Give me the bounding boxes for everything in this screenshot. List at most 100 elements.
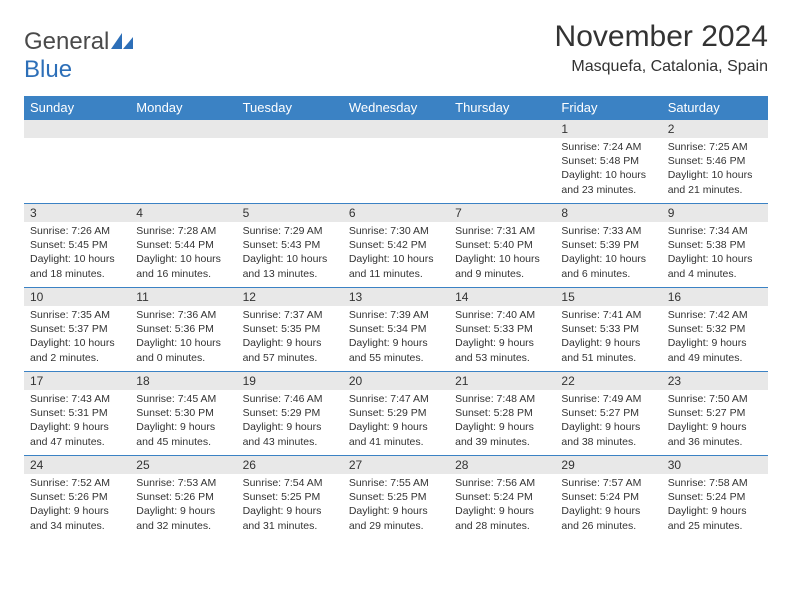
calendar-row: 17Sunrise: 7:43 AMSunset: 5:31 PMDayligh… [24, 372, 768, 456]
day-number-empty [343, 120, 449, 138]
sunrise-text: Sunrise: 7:40 AM [455, 308, 549, 322]
weekday-header: Tuesday [237, 96, 343, 120]
sunrise-text: Sunrise: 7:58 AM [668, 476, 762, 490]
daylight-text: Daylight: 10 hours and 23 minutes. [561, 168, 655, 196]
day-number: 20 [343, 372, 449, 390]
sunset-text: Sunset: 5:27 PM [668, 406, 762, 420]
day-number: 9 [662, 204, 768, 222]
day-number: 2 [662, 120, 768, 138]
sunset-text: Sunset: 5:24 PM [561, 490, 655, 504]
day-number-empty [237, 120, 343, 138]
daylight-text: Daylight: 9 hours and 57 minutes. [243, 336, 337, 364]
weekday-header-row: Sunday Monday Tuesday Wednesday Thursday… [24, 96, 768, 120]
day-content: Sunrise: 7:56 AMSunset: 5:24 PMDaylight:… [449, 474, 555, 537]
calendar-cell: 15Sunrise: 7:41 AMSunset: 5:33 PMDayligh… [555, 288, 661, 372]
sunrise-text: Sunrise: 7:39 AM [349, 308, 443, 322]
sunrise-text: Sunrise: 7:35 AM [30, 308, 124, 322]
sunrise-text: Sunrise: 7:26 AM [30, 224, 124, 238]
weekday-header: Thursday [449, 96, 555, 120]
calendar-cell: 9Sunrise: 7:34 AMSunset: 5:38 PMDaylight… [662, 204, 768, 288]
sunset-text: Sunset: 5:24 PM [455, 490, 549, 504]
sunset-text: Sunset: 5:25 PM [349, 490, 443, 504]
day-content: Sunrise: 7:46 AMSunset: 5:29 PMDaylight:… [237, 390, 343, 453]
sunrise-text: Sunrise: 7:25 AM [668, 140, 762, 154]
calendar-row: 10Sunrise: 7:35 AMSunset: 5:37 PMDayligh… [24, 288, 768, 372]
daylight-text: Daylight: 10 hours and 11 minutes. [349, 252, 443, 280]
sunrise-text: Sunrise: 7:28 AM [136, 224, 230, 238]
day-content: Sunrise: 7:58 AMSunset: 5:24 PMDaylight:… [662, 474, 768, 537]
sunrise-text: Sunrise: 7:37 AM [243, 308, 337, 322]
daylight-text: Daylight: 9 hours and 41 minutes. [349, 420, 443, 448]
daylight-text: Daylight: 9 hours and 51 minutes. [561, 336, 655, 364]
calendar-cell: 26Sunrise: 7:54 AMSunset: 5:25 PMDayligh… [237, 456, 343, 540]
calendar-cell: 27Sunrise: 7:55 AMSunset: 5:25 PMDayligh… [343, 456, 449, 540]
sunset-text: Sunset: 5:39 PM [561, 238, 655, 252]
day-content: Sunrise: 7:24 AMSunset: 5:48 PMDaylight:… [555, 138, 661, 201]
sunset-text: Sunset: 5:33 PM [455, 322, 549, 336]
daylight-text: Daylight: 9 hours and 43 minutes. [243, 420, 337, 448]
calendar-cell: 21Sunrise: 7:48 AMSunset: 5:28 PMDayligh… [449, 372, 555, 456]
daylight-text: Daylight: 10 hours and 2 minutes. [30, 336, 124, 364]
day-number: 17 [24, 372, 130, 390]
logo-sail-icon [111, 28, 133, 56]
calendar-cell: 13Sunrise: 7:39 AMSunset: 5:34 PMDayligh… [343, 288, 449, 372]
sunset-text: Sunset: 5:24 PM [668, 490, 762, 504]
calendar-cell: 28Sunrise: 7:56 AMSunset: 5:24 PMDayligh… [449, 456, 555, 540]
calendar-cell: 10Sunrise: 7:35 AMSunset: 5:37 PMDayligh… [24, 288, 130, 372]
calendar-body: 1Sunrise: 7:24 AMSunset: 5:48 PMDaylight… [24, 120, 768, 540]
daylight-text: Daylight: 10 hours and 21 minutes. [668, 168, 762, 196]
day-number: 27 [343, 456, 449, 474]
sunset-text: Sunset: 5:34 PM [349, 322, 443, 336]
calendar-cell: 22Sunrise: 7:49 AMSunset: 5:27 PMDayligh… [555, 372, 661, 456]
sunset-text: Sunset: 5:26 PM [136, 490, 230, 504]
calendar-page: GeneralBlue November 2024 Masquefa, Cata… [0, 0, 792, 540]
day-number: 5 [237, 204, 343, 222]
sunrise-text: Sunrise: 7:31 AM [455, 224, 549, 238]
calendar-cell: 17Sunrise: 7:43 AMSunset: 5:31 PMDayligh… [24, 372, 130, 456]
weekday-header: Saturday [662, 96, 768, 120]
sunrise-text: Sunrise: 7:45 AM [136, 392, 230, 406]
day-number: 7 [449, 204, 555, 222]
sunset-text: Sunset: 5:30 PM [136, 406, 230, 420]
sunrise-text: Sunrise: 7:57 AM [561, 476, 655, 490]
sunrise-text: Sunrise: 7:53 AM [136, 476, 230, 490]
calendar-cell: 25Sunrise: 7:53 AMSunset: 5:26 PMDayligh… [130, 456, 236, 540]
day-number: 16 [662, 288, 768, 306]
day-content: Sunrise: 7:31 AMSunset: 5:40 PMDaylight:… [449, 222, 555, 285]
sunrise-text: Sunrise: 7:34 AM [668, 224, 762, 238]
calendar-cell: 19Sunrise: 7:46 AMSunset: 5:29 PMDayligh… [237, 372, 343, 456]
daylight-text: Daylight: 10 hours and 4 minutes. [668, 252, 762, 280]
day-content: Sunrise: 7:33 AMSunset: 5:39 PMDaylight:… [555, 222, 661, 285]
sunset-text: Sunset: 5:42 PM [349, 238, 443, 252]
sunset-text: Sunset: 5:29 PM [349, 406, 443, 420]
sunset-text: Sunset: 5:27 PM [561, 406, 655, 420]
day-content-empty [343, 138, 449, 198]
sunset-text: Sunset: 5:44 PM [136, 238, 230, 252]
logo-text: GeneralBlue [24, 28, 133, 84]
daylight-text: Daylight: 10 hours and 16 minutes. [136, 252, 230, 280]
day-number: 14 [449, 288, 555, 306]
location-label: Masquefa, Catalonia, Spain [555, 58, 768, 76]
sunset-text: Sunset: 5:29 PM [243, 406, 337, 420]
day-content: Sunrise: 7:26 AMSunset: 5:45 PMDaylight:… [24, 222, 130, 285]
daylight-text: Daylight: 10 hours and 0 minutes. [136, 336, 230, 364]
sunrise-text: Sunrise: 7:52 AM [30, 476, 124, 490]
sunset-text: Sunset: 5:33 PM [561, 322, 655, 336]
calendar-cell: 5Sunrise: 7:29 AMSunset: 5:43 PMDaylight… [237, 204, 343, 288]
daylight-text: Daylight: 9 hours and 45 minutes. [136, 420, 230, 448]
day-number-empty [130, 120, 236, 138]
day-content: Sunrise: 7:30 AMSunset: 5:42 PMDaylight:… [343, 222, 449, 285]
day-number: 25 [130, 456, 236, 474]
day-content: Sunrise: 7:34 AMSunset: 5:38 PMDaylight:… [662, 222, 768, 285]
sunrise-text: Sunrise: 7:49 AM [561, 392, 655, 406]
day-content: Sunrise: 7:55 AMSunset: 5:25 PMDaylight:… [343, 474, 449, 537]
day-content-empty [24, 138, 130, 198]
logo-text-blue: Blue [24, 56, 72, 83]
day-number: 19 [237, 372, 343, 390]
daylight-text: Daylight: 9 hours and 39 minutes. [455, 420, 549, 448]
day-number: 23 [662, 372, 768, 390]
daylight-text: Daylight: 9 hours and 36 minutes. [668, 420, 762, 448]
sunrise-text: Sunrise: 7:36 AM [136, 308, 230, 322]
day-content: Sunrise: 7:37 AMSunset: 5:35 PMDaylight:… [237, 306, 343, 369]
calendar-row: 1Sunrise: 7:24 AMSunset: 5:48 PMDaylight… [24, 120, 768, 204]
